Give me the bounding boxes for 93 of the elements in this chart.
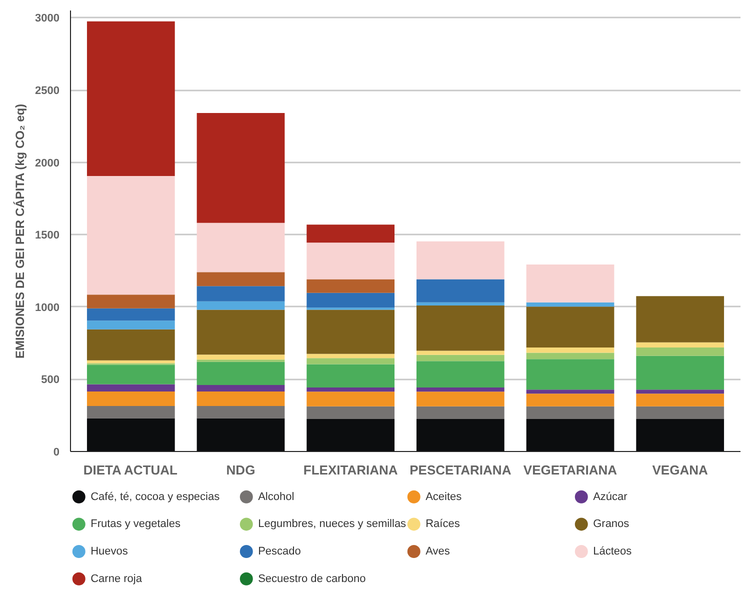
bar: [636, 390, 724, 394]
bar: [636, 342, 724, 348]
legend-label: Carne roja: [90, 572, 143, 585]
bar: [306, 310, 395, 354]
legend-label: Huevos: [90, 546, 128, 558]
bar: [526, 406, 614, 419]
y-tick-label: 3000: [35, 12, 60, 25]
legend-label: Aceites: [426, 490, 462, 503]
y-tick-label: 2000: [35, 157, 60, 170]
bar: [196, 310, 285, 355]
bar: [306, 358, 395, 364]
bar: [416, 406, 504, 419]
bar: [196, 272, 285, 286]
bar: [86, 308, 175, 321]
x-tick-label: FLEXITARIANA: [303, 462, 398, 478]
bar: [306, 292, 395, 308]
bar: [86, 329, 175, 360]
bar: [306, 279, 395, 293]
bar: [636, 356, 724, 390]
bar: [86, 360, 175, 364]
bar: [196, 354, 285, 360]
bar: [306, 418, 395, 452]
bar: [196, 113, 285, 223]
bar: [526, 264, 614, 302]
bar: [86, 364, 175, 384]
bar: [416, 241, 504, 280]
bar: [196, 286, 285, 302]
y-tick-label: 500: [41, 374, 60, 386]
bar: [416, 350, 504, 355]
legend-label: Café, té, cocoa y especias: [90, 490, 220, 503]
x-tick-label: DIETA ACTUAL: [83, 462, 178, 478]
bar: [636, 296, 724, 342]
legend-label: Frutas y vegetales: [90, 518, 181, 530]
bar: [306, 364, 395, 388]
y-axis-title: EMISIONES DE GEI PER CÁPITA (kg CO₂ eq): [13, 104, 28, 359]
bar: [416, 418, 504, 452]
bar: [196, 391, 285, 406]
bar: [86, 384, 175, 392]
bar: [196, 418, 285, 452]
bar: [416, 392, 504, 406]
bar: [306, 387, 395, 392]
x-tick-label: VEGANA: [652, 462, 709, 478]
legend-label: Alcohol: [258, 490, 294, 503]
bar: [636, 394, 724, 406]
bar: [86, 418, 175, 452]
legend-label: Legumbres, nueces y semillas: [258, 518, 407, 530]
bar: [196, 301, 285, 310]
legend-label: Azúcar: [593, 490, 628, 503]
bar: [306, 406, 395, 419]
bar: [416, 305, 504, 351]
bar: [416, 361, 504, 388]
bar: [196, 222, 285, 272]
legend-label: Aves: [426, 546, 450, 558]
bar: [636, 406, 724, 419]
bar: [526, 418, 614, 452]
bar: [86, 176, 175, 295]
x-tick-label: PESCETARIANA: [410, 462, 512, 478]
bar: [196, 362, 285, 385]
bar: [526, 302, 614, 307]
bar: [196, 406, 285, 418]
bar: [306, 392, 395, 406]
legend-label: Pescado: [258, 546, 301, 558]
bar: [416, 354, 504, 362]
x-tick-label: NDG: [226, 462, 256, 478]
bar: [636, 348, 724, 356]
bar: [86, 391, 175, 406]
legend-label: Lácteos: [593, 546, 632, 558]
bar: [86, 320, 175, 330]
bar: [86, 406, 175, 418]
x-tick-label: VEGETARIANA: [523, 462, 618, 478]
bar: [526, 352, 614, 360]
bar: [526, 348, 614, 353]
legend-label: Secuestro de carbono: [258, 572, 366, 585]
bar: [86, 21, 175, 176]
y-tick-label: 0: [53, 446, 60, 458]
y-tick-label: 1500: [35, 230, 60, 242]
legend-label: Granos: [593, 518, 630, 530]
bar: [86, 294, 175, 308]
bar: [196, 384, 285, 392]
bar: [306, 224, 395, 243]
bar: [416, 302, 504, 306]
bar: [526, 359, 614, 390]
y-tick-label: 2500: [35, 85, 60, 98]
legend-label: Raíces: [426, 518, 460, 530]
bar: [526, 306, 614, 348]
bar: [636, 418, 724, 452]
bar: [526, 394, 614, 406]
bar: [306, 354, 395, 358]
y-tick-label: 1000: [35, 302, 60, 314]
bar: [306, 242, 395, 280]
bar: [416, 387, 504, 392]
bar: [416, 279, 504, 302]
bar: [526, 390, 614, 394]
